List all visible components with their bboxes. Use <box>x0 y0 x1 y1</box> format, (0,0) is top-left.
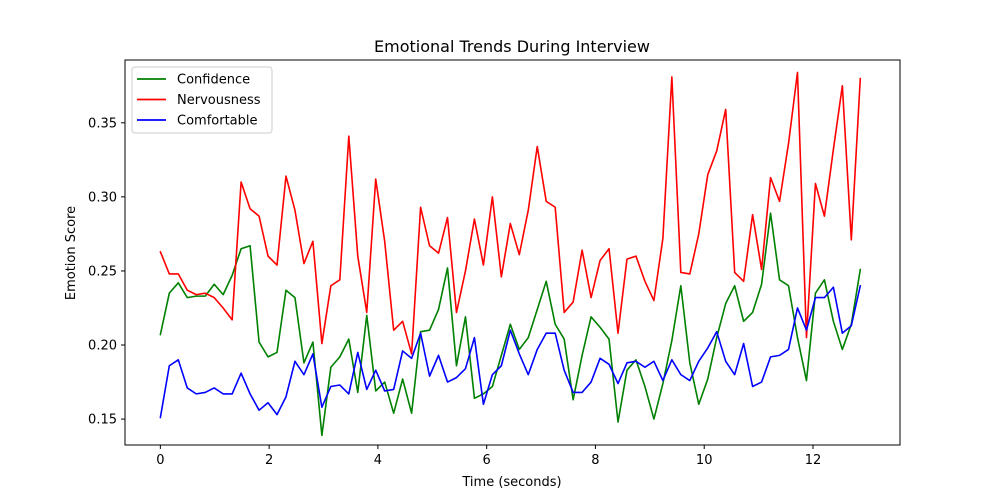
x-axis-label: Time (seconds) <box>461 475 561 490</box>
x-tick-label: 12 <box>805 453 822 468</box>
x-tick-label: 2 <box>265 453 273 468</box>
legend-label-confidence: Confidence <box>177 73 250 88</box>
x-tick-label: 0 <box>156 453 164 468</box>
y-tick-label: 0.20 <box>88 339 117 354</box>
chart-title: Emotional Trends During Interview <box>374 37 650 56</box>
y-tick-label: 0.30 <box>88 190 117 205</box>
legend: Confidence Nervousness Comfortable <box>131 66 273 134</box>
series-layer <box>159 71 862 437</box>
x-tick-label: 6 <box>483 453 491 468</box>
y-axis-ticks: 0.15 0.20 0.25 0.30 0.35 <box>88 116 125 428</box>
y-tick-label: 0.15 <box>88 413 117 428</box>
x-tick-label: 10 <box>696 453 713 468</box>
legend-box <box>131 66 273 134</box>
plot-frame <box>124 59 901 446</box>
x-tick-label: 8 <box>591 453 599 468</box>
legend-label-nervousness: Nervousness <box>177 93 261 108</box>
y-tick-label: 0.25 <box>88 264 117 279</box>
series-line-comfortable <box>159 284 862 419</box>
x-axis-ticks: 0 2 4 6 8 10 12 <box>156 445 821 468</box>
y-tick-label: 0.35 <box>88 116 117 131</box>
x-tick-label: 4 <box>374 453 382 468</box>
series-line-nervousness <box>159 71 862 355</box>
y-axis-label: Emotion Score <box>64 206 79 300</box>
series-line-confidence <box>159 212 862 437</box>
legend-label-comfortable: Comfortable <box>177 114 258 129</box>
